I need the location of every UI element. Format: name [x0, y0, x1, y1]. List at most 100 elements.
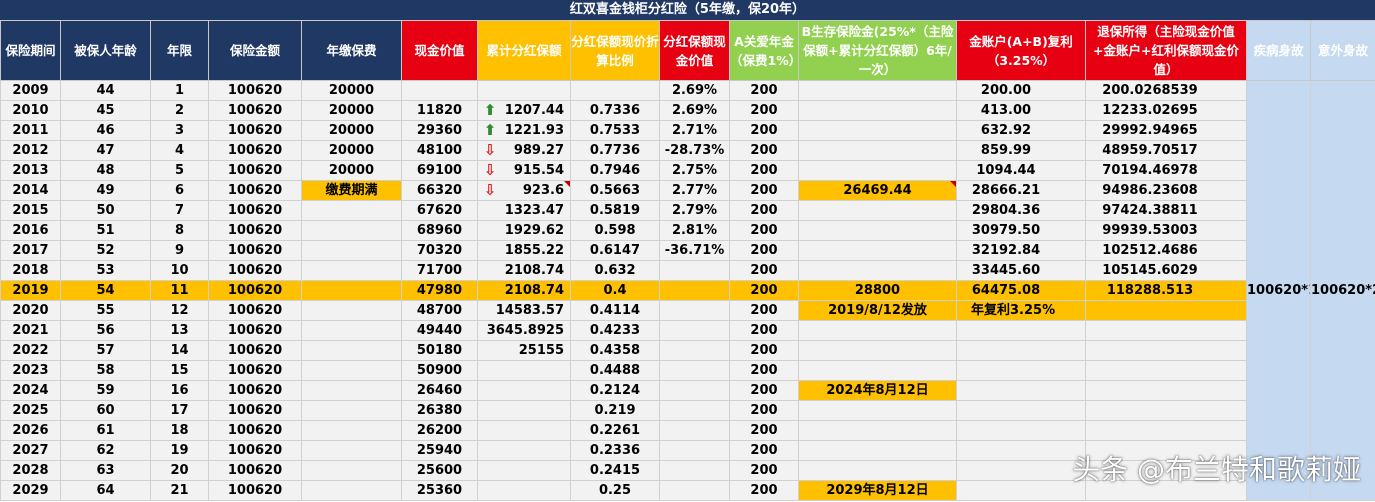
cell-premium[interactable]	[301, 480, 402, 501]
cell-premium[interactable]	[301, 340, 402, 361]
cell-surrender[interactable]	[1085, 380, 1247, 401]
cell-account[interactable]: 64475.08	[956, 280, 1086, 301]
cell-age[interactable]: 56	[60, 320, 151, 341]
cell-term[interactable]: 17	[150, 400, 209, 421]
col-header[interactable]: 年限	[150, 20, 209, 81]
cell-cash[interactable]: 26460	[401, 380, 478, 401]
cell-cash[interactable]: 26200	[401, 420, 478, 441]
cell-survival[interactable]: 2019/8/12发放	[798, 300, 957, 321]
cell-surrender[interactable]	[1085, 300, 1247, 321]
cell-sum[interactable]: 100620	[208, 380, 302, 401]
cell-year[interactable]: 2028	[0, 460, 61, 481]
cell-cash[interactable]: 71700	[401, 260, 478, 281]
cell-premium[interactable]	[301, 360, 402, 381]
cell-divcash[interactable]: 2.75%	[659, 160, 730, 181]
cell-divcash[interactable]: 2.77%	[659, 180, 730, 201]
cell-survival[interactable]	[798, 320, 957, 341]
cell-age[interactable]: 52	[60, 240, 151, 261]
col-header[interactable]: 保险金额	[208, 20, 302, 81]
cell-surrender[interactable]: 97424.38811	[1085, 200, 1247, 221]
cell-cash[interactable]: 68960	[401, 220, 478, 241]
cell-account[interactable]	[956, 340, 1086, 361]
cell-term[interactable]: 11	[150, 280, 209, 301]
cell-divcash[interactable]: 2.79%	[659, 200, 730, 221]
cell-ratio[interactable]: 0.6147	[570, 240, 660, 261]
cell-cash[interactable]: 25600	[401, 460, 478, 481]
cell-ratio[interactable]: 0.2261	[570, 420, 660, 441]
cell-annuity[interactable]: 200	[729, 360, 799, 381]
cell-term[interactable]: 19	[150, 440, 209, 461]
cell-ratio[interactable]: 0.7533	[570, 120, 660, 141]
cell-surrender[interactable]: 29992.94965	[1085, 120, 1247, 141]
cell-surrender[interactable]	[1085, 420, 1247, 441]
cell-premium[interactable]	[301, 420, 402, 441]
cell-dividend[interactable]: ⬆ 1207.44	[477, 100, 571, 121]
cell-premium[interactable]	[301, 300, 402, 321]
cell-divcash[interactable]	[659, 300, 730, 321]
col-header[interactable]: 被保人年龄	[60, 20, 151, 81]
cell-ratio[interactable]: 0.25	[570, 480, 660, 501]
cell-dividend[interactable]	[477, 400, 571, 421]
cell-premium[interactable]	[301, 200, 402, 221]
cell-age[interactable]: 57	[60, 340, 151, 361]
cell-divcash[interactable]: -28.73%	[659, 140, 730, 161]
cell-dividend[interactable]: 1323.47	[477, 200, 571, 221]
cell-ratio[interactable]: 0.4233	[570, 320, 660, 341]
cell-year[interactable]: 2021	[0, 320, 61, 341]
cell-account[interactable]	[956, 360, 1086, 381]
cell-premium[interactable]: 20000	[301, 140, 402, 161]
cell-survival[interactable]	[798, 360, 957, 381]
col-header[interactable]: 累计分红保额	[477, 20, 571, 81]
cell-sum[interactable]: 100620	[208, 160, 302, 181]
cell-sum[interactable]: 100620	[208, 80, 302, 101]
col-header[interactable]: 年缴保费	[301, 20, 402, 81]
cell-account[interactable]: 年复利3.25%	[956, 300, 1086, 321]
cell-premium[interactable]	[301, 400, 402, 421]
cell-survival[interactable]	[798, 420, 957, 441]
cell-account[interactable]: 30979.50	[956, 220, 1086, 241]
cell-cash[interactable]: 70320	[401, 240, 478, 261]
cell-survival[interactable]: 26469.44	[798, 180, 957, 201]
col-header[interactable]: 意外身故	[1310, 20, 1375, 81]
cell-annuity[interactable]: 200	[729, 200, 799, 221]
cell-survival[interactable]: 2024年8月12日	[798, 380, 957, 401]
cell-sum[interactable]: 100620	[208, 180, 302, 201]
cell-premium[interactable]	[301, 280, 402, 301]
cell-premium[interactable]: 20000	[301, 100, 402, 121]
cell-cash[interactable]: 66320	[401, 180, 478, 201]
cell-survival[interactable]	[798, 240, 957, 261]
col-header[interactable]: 现金价值	[401, 20, 478, 81]
cell-divcash[interactable]: 2.71%	[659, 120, 730, 141]
cell-ratio[interactable]: 0.2336	[570, 440, 660, 461]
cell-annuity[interactable]: 200	[729, 120, 799, 141]
cell-annuity[interactable]: 200	[729, 300, 799, 321]
col-header[interactable]: 保险期间	[0, 20, 61, 81]
cell-annuity[interactable]: 200	[729, 460, 799, 481]
cell-sum[interactable]: 100620	[208, 260, 302, 281]
cell-term[interactable]: 6	[150, 180, 209, 201]
cell-surrender[interactable]: 70194.46978	[1085, 160, 1247, 181]
cell-cash[interactable]: 48700	[401, 300, 478, 321]
cell-divcash[interactable]	[659, 260, 730, 281]
cell-dividend[interactable]	[477, 380, 571, 401]
cell-age[interactable]: 58	[60, 360, 151, 381]
cell-annuity[interactable]: 200	[729, 380, 799, 401]
cell-survival[interactable]	[798, 140, 957, 161]
cell-ratio[interactable]: 0.4	[570, 280, 660, 301]
cell-sum[interactable]: 100620	[208, 460, 302, 481]
cell-cash[interactable]: 29360	[401, 120, 478, 141]
cell-ratio[interactable]	[570, 80, 660, 101]
cell-sum[interactable]: 100620	[208, 200, 302, 221]
cell-year[interactable]: 2016	[0, 220, 61, 241]
cell-account[interactable]	[956, 460, 1086, 481]
cell-sum[interactable]: 100620	[208, 140, 302, 161]
cell-cash[interactable]	[401, 80, 478, 101]
cell-annuity[interactable]: 200	[729, 240, 799, 261]
cell-surrender[interactable]: 12233.02695	[1085, 100, 1247, 121]
cell-year[interactable]: 2019	[0, 280, 61, 301]
cell-age[interactable]: 44	[60, 80, 151, 101]
cell-premium[interactable]	[301, 320, 402, 341]
cell-term[interactable]: 1	[150, 80, 209, 101]
cell-dividend[interactable]: ⇩ 915.54	[477, 160, 571, 181]
cell-divcash[interactable]: 2.69%	[659, 100, 730, 121]
